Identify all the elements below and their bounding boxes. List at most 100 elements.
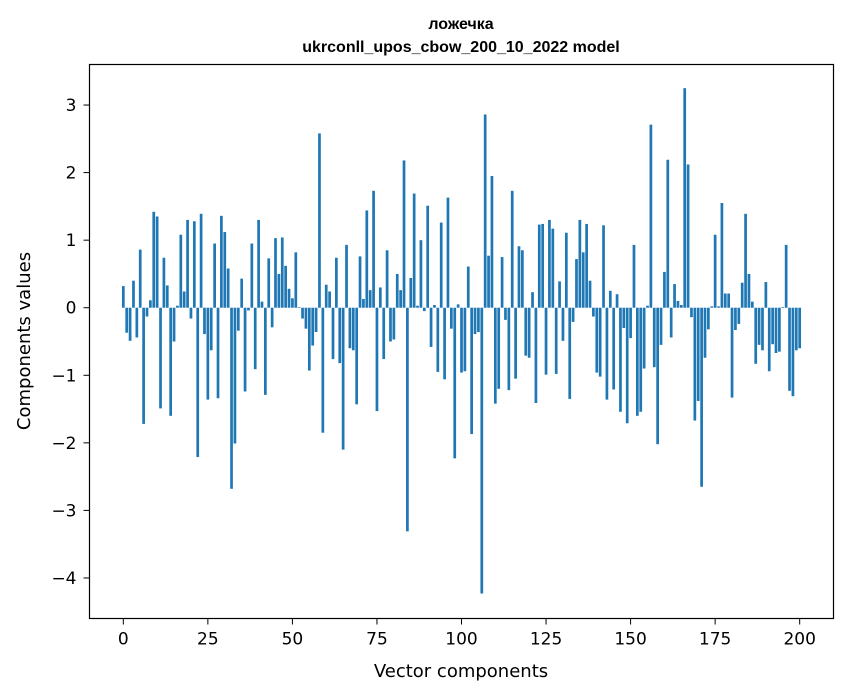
bar: [656, 307, 659, 445]
bar: [297, 307, 301, 308]
bar: [754, 307, 758, 364]
bar: [152, 211, 156, 308]
bar: [243, 307, 247, 392]
bar: [696, 307, 700, 401]
bar: [588, 280, 592, 308]
bar: [335, 257, 338, 308]
bar: [172, 307, 176, 342]
bar: [223, 232, 227, 308]
bar: [767, 307, 771, 372]
bar: [416, 305, 419, 308]
bar: [595, 307, 599, 373]
y-tick-label: −2: [51, 434, 76, 454]
bar: [652, 307, 656, 368]
x-axis-label: Vector components: [374, 661, 548, 682]
bar: [176, 305, 179, 308]
bar: [470, 307, 473, 435]
bar: [345, 244, 348, 308]
bar: [507, 307, 511, 391]
bar: [585, 223, 588, 308]
bar: [250, 243, 254, 308]
bar: [226, 268, 230, 308]
bar: [493, 307, 497, 404]
bar: [213, 243, 216, 308]
bar: [277, 273, 281, 308]
x-tick-label: 50: [282, 630, 304, 650]
bar: [646, 305, 649, 308]
bar: [558, 281, 561, 308]
bar: [554, 307, 558, 374]
bar: [446, 197, 450, 308]
bar: [720, 203, 724, 308]
bar: [622, 307, 626, 328]
bar: [521, 250, 524, 308]
bar: [132, 280, 135, 308]
bar: [433, 305, 436, 308]
bar: [436, 307, 440, 372]
bar: [145, 307, 149, 317]
bar: [784, 244, 788, 308]
bar: [625, 307, 629, 424]
bar: [632, 244, 636, 308]
bar: [155, 216, 159, 308]
bar: [537, 224, 541, 308]
bar: [619, 307, 622, 412]
bar: [162, 257, 166, 308]
chart-title: ложечка: [428, 16, 493, 33]
bar: [209, 307, 213, 351]
bar: [311, 307, 315, 346]
x-tick-label: 150: [614, 630, 646, 650]
bar: [456, 304, 460, 308]
bar: [723, 293, 727, 308]
bar: [321, 307, 325, 433]
x-tick-label: 0: [118, 630, 129, 650]
bar: [517, 246, 521, 308]
bar: [453, 307, 457, 459]
bar: [669, 307, 673, 338]
bar: [165, 285, 169, 308]
bar: [138, 249, 142, 308]
bar: [571, 307, 575, 322]
bar: [253, 307, 257, 370]
bar: [605, 307, 609, 400]
bar: [264, 307, 267, 395]
bar: [541, 223, 545, 308]
bar: [372, 190, 375, 308]
bar: [740, 282, 744, 308]
bar: [395, 273, 399, 308]
bar: [375, 307, 379, 412]
bar: [690, 307, 693, 318]
bar: [744, 213, 747, 308]
bar: [206, 307, 210, 400]
bar: [422, 307, 426, 312]
bar: [291, 298, 294, 308]
bar: [182, 291, 186, 308]
y-tick-label: 1: [66, 231, 77, 251]
bar: [774, 307, 778, 353]
bar: [544, 307, 548, 375]
bars-group: [121, 88, 802, 594]
bar: [294, 252, 298, 308]
bar: [392, 307, 396, 340]
bar: [399, 290, 402, 308]
bar: [203, 307, 206, 335]
bar: [341, 307, 345, 450]
bar: [527, 307, 531, 358]
bar: [676, 300, 680, 308]
bar: [598, 307, 602, 377]
bar: [318, 133, 321, 308]
bar: [362, 298, 365, 308]
bar: [727, 293, 731, 308]
bar: [121, 286, 125, 308]
bar: [781, 307, 785, 308]
bar: [267, 258, 271, 308]
bar: [450, 307, 453, 329]
bar: [412, 193, 416, 308]
bar: [686, 164, 690, 308]
bar: [348, 307, 352, 349]
bar: [683, 88, 687, 308]
bar: [788, 307, 791, 391]
bar: [551, 228, 555, 308]
bar: [592, 307, 595, 317]
